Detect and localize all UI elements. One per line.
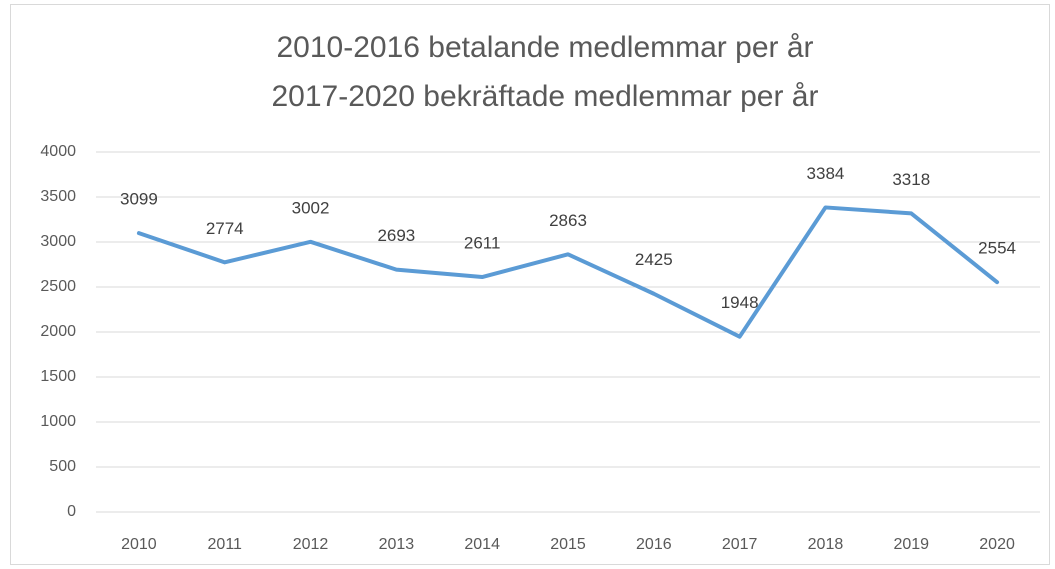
x-tick-label: 2013 (379, 536, 415, 553)
y-tick-label: 3500 (40, 188, 76, 205)
y-tick-label: 1000 (40, 413, 76, 430)
x-tick-label: 2012 (293, 536, 329, 553)
y-tick-label: 0 (67, 503, 76, 520)
data-label: 2863 (549, 211, 587, 230)
data-label: 2611 (464, 233, 501, 252)
data-label: 2693 (377, 226, 415, 245)
y-tick-label: 500 (49, 458, 76, 475)
y-tick-label: 2500 (40, 278, 76, 295)
x-tick-label: 2020 (979, 536, 1015, 553)
data-line (136, 205, 1000, 339)
x-tick-label: 2019 (893, 536, 929, 553)
data-label: 3384 (807, 164, 845, 183)
y-tick-label: 3000 (40, 233, 76, 250)
data-label: 3002 (292, 198, 330, 217)
chart-title: 2017-2020 bekräftade medlemmar per år (272, 80, 819, 113)
x-tick-label: 2014 (464, 536, 500, 553)
x-tick-label: 2010 (121, 536, 157, 553)
data-label: 2425 (635, 250, 673, 269)
data-label: 3318 (892, 170, 930, 189)
chart-title: 2010-2016 betalande medlemmar per år (277, 31, 814, 64)
chart-border (10, 4, 1050, 565)
x-tick-label: 2016 (636, 536, 672, 553)
data-label: 2774 (206, 219, 244, 238)
data-label: 2554 (978, 239, 1016, 258)
x-tick-label: 2015 (550, 536, 586, 553)
x-tick-label: 2011 (208, 536, 243, 553)
x-tick-label: 2017 (722, 536, 758, 553)
y-tick-label: 2000 (40, 323, 76, 340)
data-label: 1948 (721, 293, 759, 312)
y-tick-label: 1500 (40, 368, 76, 385)
x-tick-label: 2018 (808, 536, 844, 553)
y-tick-label: 4000 (40, 143, 76, 160)
data-label: 3099 (120, 190, 158, 209)
